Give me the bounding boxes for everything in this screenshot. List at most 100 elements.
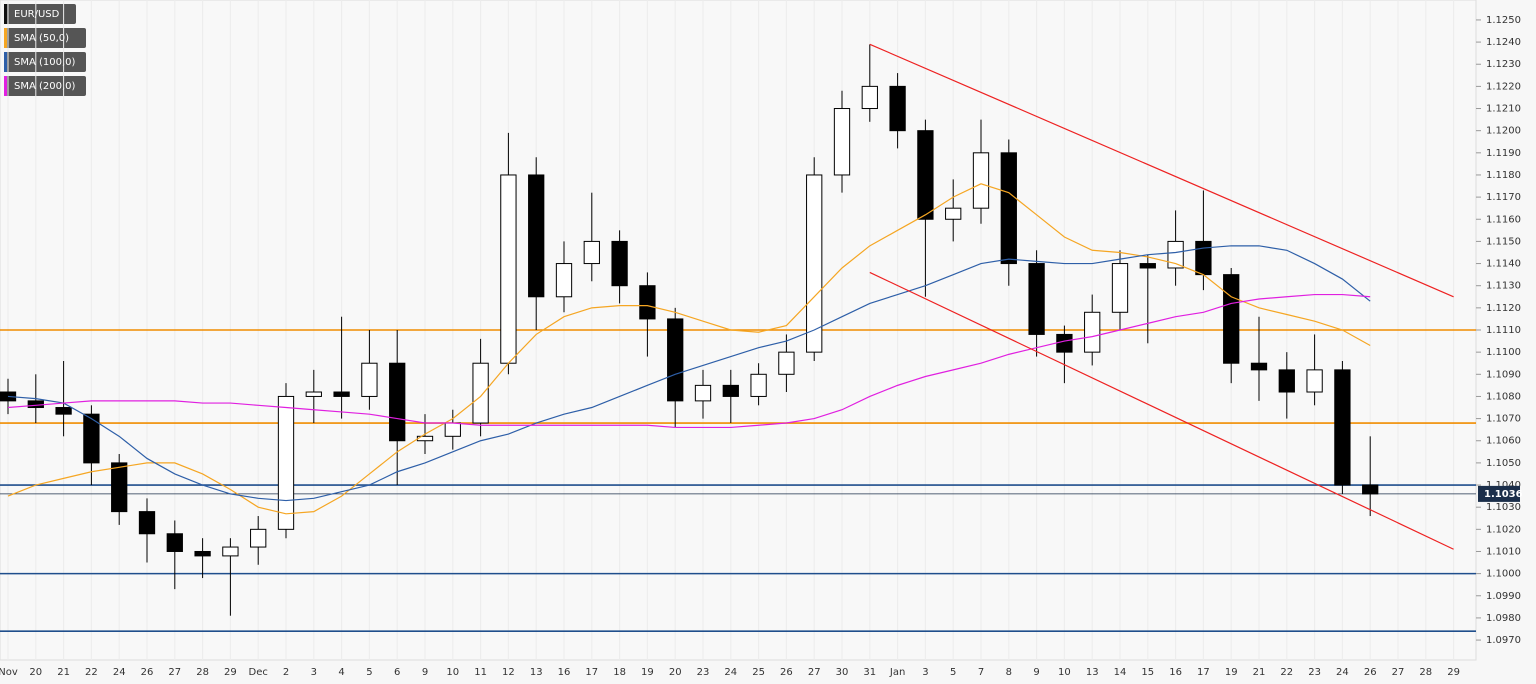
price-tag [1478, 485, 1520, 502]
x-tick-label: 30 [836, 667, 849, 678]
x-tick-label: 29 [1447, 667, 1460, 678]
legend-box [4, 4, 76, 24]
candle-body [1111, 263, 1129, 313]
y-tick-label: 1.1130 [1486, 281, 1521, 292]
x-tick-label: 24 [724, 667, 737, 678]
y-tick-label: 1.1060 [1486, 436, 1521, 447]
legend-swatch [4, 76, 7, 96]
y-tick-label: 1.1010 [1486, 546, 1521, 557]
x-tick-label: 27 [808, 667, 821, 678]
candle-body [1167, 240, 1184, 269]
candle-body [1334, 369, 1351, 486]
x-tick-label: 26 [1364, 667, 1377, 678]
x-tick-label: 22 [1280, 667, 1293, 678]
candle-body [722, 384, 739, 397]
x-tick-label: 20 [669, 667, 682, 678]
candle-body [639, 285, 656, 320]
y-tick-label: 1.1000 [1486, 569, 1521, 580]
candle-body [1306, 369, 1323, 393]
x-tick-label: 15 [1141, 667, 1154, 678]
x-tick-label: 17 [585, 667, 598, 678]
x-tick-label: 9 [1033, 667, 1039, 678]
candle-body [250, 528, 267, 548]
x-tick-label: 3 [311, 667, 317, 678]
x-tick-label: 18 [613, 667, 626, 678]
legend-label: EUR/USD [14, 9, 60, 20]
x-tick-label: Jan [889, 667, 905, 678]
y-tick-label: 1.1230 [1486, 59, 1521, 70]
candle-body [750, 373, 767, 397]
x-tick-label: Dec [249, 667, 268, 678]
y-tick-label: 1.1080 [1486, 391, 1521, 402]
candle-body [1278, 369, 1295, 393]
x-tick-label: 17 [1197, 667, 1210, 678]
legend-box [4, 76, 86, 96]
legend-label: SMA (100,0) [14, 57, 76, 68]
candle-body [194, 550, 211, 557]
candle-body [889, 85, 906, 132]
sma-line [7, 183, 1371, 515]
x-tick-label: 20 [29, 667, 42, 678]
y-tick-label: 1.1200 [1486, 126, 1521, 137]
candle-body [472, 362, 489, 424]
candle-body [917, 130, 934, 220]
candle-body [528, 174, 545, 298]
y-tick-label: 1.1110 [1486, 325, 1521, 336]
y-tick-label: 1.1150 [1486, 236, 1521, 247]
x-tick-label: 5 [950, 667, 956, 678]
candle-body [861, 85, 878, 110]
candle-body [389, 362, 406, 442]
legend-box [4, 52, 86, 72]
x-tick-label: 29 [224, 667, 237, 678]
y-tick-label: 1.1170 [1486, 192, 1521, 203]
candle-body [1362, 484, 1379, 495]
trend-line [869, 43, 1454, 298]
legend-box [4, 28, 86, 48]
candle-body [555, 263, 573, 298]
y-tick-label: 1.1240 [1486, 37, 1521, 48]
x-tick-label: 9 [422, 667, 428, 678]
x-tick-label: 16 [558, 667, 571, 678]
x-tick-label: 19 [641, 667, 654, 678]
x-tick-label: 22 [85, 667, 98, 678]
candle-body [778, 351, 795, 375]
legend-label: SMA (200,0) [14, 81, 76, 92]
x-tick-label: 26 [141, 667, 154, 678]
y-tick-label: 1.1140 [1486, 259, 1521, 270]
y-tick-label: 1.0970 [1486, 635, 1521, 646]
candle-body [945, 207, 962, 220]
candle-body [972, 152, 990, 209]
candle-body [583, 240, 600, 265]
y-tick-label: 1.1040 [1486, 480, 1521, 491]
sma-line [7, 293, 1371, 429]
x-tick-label: 13 [530, 667, 543, 678]
x-tick-label: 10 [446, 667, 459, 678]
x-tick-label: 31 [863, 667, 876, 678]
y-tick-label: 1.1020 [1486, 524, 1521, 535]
legend: EUR/USD SMA (50,0) SMA (100,0) SMA (200,0) [4, 4, 86, 96]
candle-body [694, 384, 712, 402]
y-tick-label: 1.1090 [1486, 369, 1521, 380]
candle-body [138, 511, 156, 535]
candle-body [166, 533, 183, 552]
x-tick-label: 16 [1169, 667, 1182, 678]
x-tick-label: 23 [1308, 667, 1321, 678]
x-tick-label: 8 [1006, 667, 1012, 678]
candle-body [83, 413, 100, 464]
x-tick-label: 10 [1058, 667, 1071, 678]
y-tick-label: 1.1100 [1486, 347, 1521, 358]
candle-body [55, 407, 72, 415]
candle-body [333, 391, 350, 397]
candle-body [1000, 152, 1017, 265]
x-tick-label: 11 [474, 667, 487, 678]
candle-body [444, 422, 461, 437]
y-tick-label: 1.0990 [1486, 591, 1521, 602]
x-tick-label: 21 [1253, 667, 1266, 678]
candle-body [111, 462, 128, 513]
candle-body [611, 240, 628, 287]
x-tick-label: 28 [196, 667, 209, 678]
y-tick-label: 1.0980 [1486, 613, 1521, 624]
x-tick-label: 6 [394, 667, 400, 678]
